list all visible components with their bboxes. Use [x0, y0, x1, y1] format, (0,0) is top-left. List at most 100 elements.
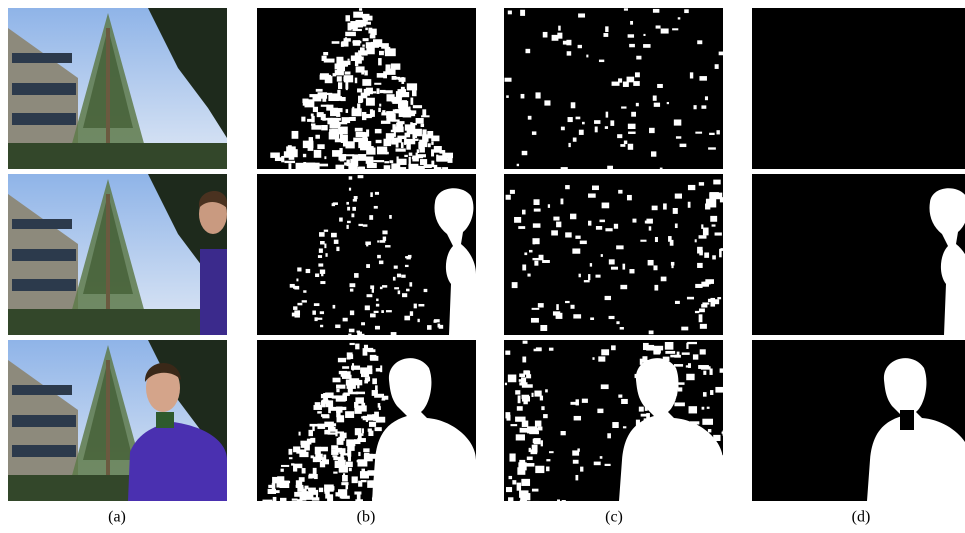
mask-blob	[628, 34, 634, 37]
mask-blob	[543, 32, 548, 38]
mask-blob	[268, 485, 272, 488]
mask-blob	[710, 298, 715, 307]
mask-blob	[680, 144, 687, 147]
mask-blob	[521, 94, 525, 99]
mask-blob	[390, 160, 394, 163]
mask-blob	[506, 415, 510, 421]
mask-blob	[565, 232, 571, 237]
mask-blob	[325, 253, 327, 257]
mask-blob	[418, 304, 424, 306]
mask-blob	[609, 316, 615, 319]
mask-blob	[719, 52, 726, 56]
mask-blob	[646, 219, 652, 224]
mask-blob	[417, 149, 420, 153]
mask-blob	[643, 44, 650, 48]
mask-blob	[687, 342, 697, 344]
mask-blob	[314, 303, 320, 306]
mask-blob	[577, 448, 579, 451]
mask-blob	[367, 294, 373, 297]
mask-blob	[652, 206, 658, 211]
mask-blob	[537, 427, 542, 431]
mask-blob	[355, 128, 363, 132]
mask-blob	[363, 448, 369, 452]
mask-blob	[358, 452, 360, 456]
mask-blob	[628, 124, 636, 129]
mask-blob	[596, 226, 602, 230]
mask-blob	[296, 163, 304, 171]
mask-blob	[520, 493, 530, 500]
mask-blob	[401, 275, 405, 278]
mask-blob	[592, 186, 599, 191]
mask-blob	[705, 96, 708, 100]
mask-background	[504, 174, 723, 335]
mask-blob	[372, 378, 377, 384]
mask-blob	[523, 400, 527, 405]
mask-blob	[397, 121, 404, 124]
mask-blob	[312, 311, 316, 315]
mask-blob	[384, 165, 391, 173]
mask-blob	[673, 208, 678, 214]
mask-blob	[374, 206, 378, 209]
mask-blob	[508, 11, 512, 15]
mask-blob	[340, 155, 344, 162]
mask-blob	[354, 492, 361, 495]
mask-blob	[709, 193, 716, 199]
mask-blob	[401, 87, 405, 91]
mask-blob	[349, 176, 353, 179]
mask-blob	[510, 424, 517, 426]
mask-blob	[699, 182, 704, 186]
mask-blob	[377, 88, 380, 94]
mask-blob	[384, 161, 389, 163]
mask-blob	[355, 428, 362, 435]
mask-blob	[358, 405, 367, 411]
mask-blob	[573, 460, 579, 464]
mask-blob	[397, 274, 401, 278]
mask-blob	[412, 131, 417, 138]
mask-blob	[392, 98, 400, 104]
mask-blob	[623, 426, 626, 428]
mask-blob	[597, 409, 603, 413]
mask-background	[504, 8, 723, 169]
mask-blob	[431, 141, 433, 144]
mask-blob	[522, 210, 526, 215]
mask-blob	[358, 175, 364, 178]
mask-blob	[393, 277, 396, 281]
mask-blob	[323, 52, 328, 55]
mask-blob	[654, 103, 660, 107]
mask-blob	[697, 263, 703, 268]
mask-blob	[370, 35, 376, 39]
mask-blob	[636, 56, 641, 60]
mask-blob	[305, 163, 315, 171]
mask-blob	[599, 60, 604, 62]
mask-blob	[620, 285, 627, 289]
mask-blob	[385, 48, 396, 56]
mask-blob	[328, 93, 338, 101]
person-photo	[199, 191, 227, 335]
figure: (a) (b) (c) (d)	[0, 0, 965, 533]
mask-blob	[543, 414, 548, 418]
mask-blob	[595, 127, 598, 133]
mask-blob	[424, 289, 428, 292]
mask-blob	[527, 274, 530, 277]
mask-blob	[561, 127, 565, 131]
mask-blob	[378, 58, 382, 65]
mask-blob	[344, 162, 349, 165]
mask-blob	[582, 399, 588, 403]
mask-blob	[362, 141, 371, 146]
mask-blob	[336, 389, 339, 392]
mask-blob	[293, 306, 297, 310]
mask-blob	[686, 365, 688, 367]
mask-blob	[347, 207, 350, 211]
mask-blob	[320, 241, 325, 244]
mask-blob	[525, 49, 530, 53]
mask-blob	[522, 357, 526, 363]
mask-blob	[525, 463, 534, 467]
mask-blob	[296, 279, 298, 282]
mask-blob	[389, 215, 392, 219]
mask-blob	[635, 72, 640, 77]
mask-blob	[698, 365, 709, 369]
mask-blob	[410, 122, 412, 129]
mask-blob	[633, 81, 640, 86]
mask-blob	[323, 393, 328, 400]
mask-blob	[391, 332, 397, 337]
